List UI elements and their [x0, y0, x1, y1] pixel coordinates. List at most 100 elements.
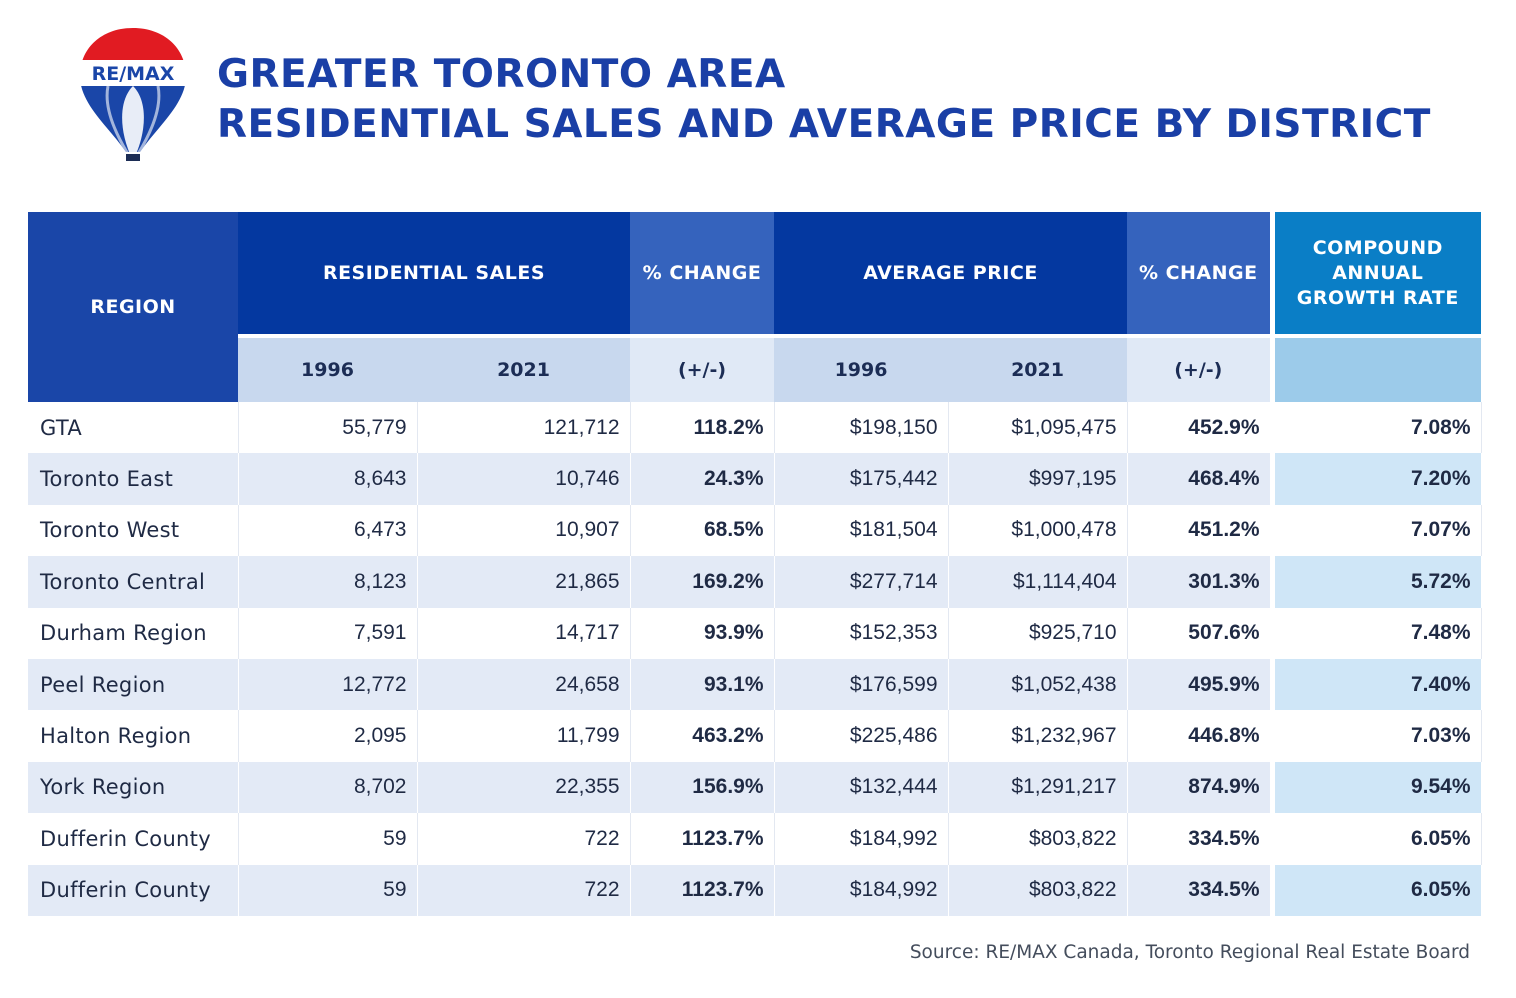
page-title: GREATER TORONTO AREA RESIDENTIAL SALES A… — [217, 50, 1431, 150]
source-note: Source: RE/MAX Canada, Toronto Regional … — [909, 942, 1470, 963]
cell-cagr: 9.54% — [1269, 761, 1482, 814]
cell-sales-2021: 14,717 — [417, 607, 631, 659]
cell-price-change: 874.9% — [1127, 761, 1273, 814]
subheader-price-plus-minus: (+/-) — [1127, 334, 1273, 402]
cell-sales-2021: 10,907 — [417, 504, 631, 557]
cell-region: Toronto West — [28, 504, 239, 557]
cell-sales-1996: 8,643 — [238, 453, 418, 505]
cell-cagr: 7.48% — [1269, 607, 1482, 659]
cell-price-2021: $1,232,967 — [948, 710, 1128, 762]
cell-sales-2021: 22,355 — [417, 761, 631, 814]
cell-price-change: 334.5% — [1127, 864, 1273, 916]
cell-price-change: 452.9% — [1127, 402, 1273, 454]
table-row: Durham Region 7,591 14,717 93.9% $152,35… — [28, 607, 1482, 659]
cell-sales-1996: 59 — [238, 813, 418, 865]
subheader-price-2021: 2021 — [948, 334, 1128, 402]
cell-region: York Region — [28, 761, 239, 814]
cell-sales-change: 24.3% — [630, 453, 775, 505]
cell-region: GTA — [28, 402, 239, 454]
table-row: Dufferin County 59 722 1123.7% $184,992 … — [28, 864, 1482, 916]
cell-sales-change: 1123.7% — [630, 813, 775, 865]
cell-price-1996: $198,150 — [774, 402, 949, 454]
cell-sales-1996: 55,779 — [238, 402, 418, 454]
cell-sales-change: 68.5% — [630, 504, 775, 557]
cell-price-change: 468.4% — [1127, 453, 1273, 505]
cell-price-change: 301.3% — [1127, 556, 1273, 608]
table-row: GTA 55,779 121,712 118.2% $198,150 $1,09… — [28, 402, 1482, 454]
subheader-sales-2021: 2021 — [417, 334, 631, 402]
cell-cagr: 7.08% — [1269, 402, 1482, 454]
cell-price-1996: $132,444 — [774, 761, 949, 814]
cell-price-2021: $925,710 — [948, 607, 1128, 659]
cell-price-2021: $803,822 — [948, 864, 1128, 916]
cell-region: Toronto Central — [28, 556, 239, 608]
subheader-cagr-blank — [1269, 334, 1482, 402]
cell-cagr: 6.05% — [1269, 864, 1482, 916]
cell-price-1996: $184,992 — [774, 864, 949, 916]
cell-sales-2021: 24,658 — [417, 658, 631, 711]
table-row: Toronto Central 8,123 21,865 169.2% $277… — [28, 556, 1482, 608]
cell-sales-2021: 121,712 — [417, 402, 631, 454]
cell-price-change: 495.9% — [1127, 658, 1273, 711]
cell-price-2021: $803,822 — [948, 813, 1128, 865]
subheader-sales-1996: 1996 — [238, 334, 417, 402]
cell-price-1996: $152,353 — [774, 607, 949, 659]
table-row: Halton Region 2,095 11,799 463.2% $225,4… — [28, 710, 1482, 762]
cell-price-2021: $997,195 — [948, 453, 1128, 505]
cell-sales-change: 93.1% — [630, 658, 775, 711]
cell-price-2021: $1,095,475 — [948, 402, 1128, 454]
cell-region: Dufferin County — [28, 813, 239, 865]
header-residential-sales: RESIDENTIAL SALES — [238, 212, 631, 336]
cell-sales-1996: 2,095 — [238, 710, 418, 762]
cell-price-2021: $1,114,404 — [948, 556, 1128, 608]
cell-sales-change: 1123.7% — [630, 864, 775, 916]
cell-price-change: 446.8% — [1127, 710, 1273, 762]
cell-price-1996: $181,504 — [774, 504, 949, 557]
header-price-change: % CHANGE — [1127, 212, 1273, 336]
cell-sales-change: 169.2% — [630, 556, 775, 608]
cell-sales-2021: 722 — [417, 864, 631, 916]
header-cagr: COMPOUND ANNUAL GROWTH RATE — [1269, 212, 1482, 336]
cell-sales-change: 93.9% — [630, 607, 775, 659]
cell-sales-change: 118.2% — [630, 402, 775, 454]
title-line-2: RESIDENTIAL SALES AND AVERAGE PRICE BY D… — [217, 102, 1431, 147]
cell-sales-1996: 12,772 — [238, 658, 418, 711]
table-row: Peel Region 12,772 24,658 93.1% $176,599… — [28, 658, 1482, 711]
cell-cagr: 7.40% — [1269, 658, 1482, 711]
cell-sales-1996: 7,591 — [238, 607, 418, 659]
cell-price-1996: $175,442 — [774, 453, 949, 505]
cell-cagr: 5.72% — [1269, 556, 1482, 608]
cell-price-2021: $1,052,438 — [948, 658, 1128, 711]
subheader-sales-plus-minus: (+/-) — [630, 334, 775, 402]
cell-sales-1996: 8,123 — [238, 556, 418, 608]
cell-cagr: 6.05% — [1269, 813, 1482, 865]
cell-price-2021: $1,000,478 — [948, 504, 1128, 557]
cell-cagr: 7.20% — [1269, 453, 1482, 505]
cell-region: Toronto East — [28, 453, 239, 505]
table-row: Toronto West 6,473 10,907 68.5% $181,504… — [28, 504, 1482, 557]
cell-price-2021: $1,291,217 — [948, 761, 1128, 814]
table-row: Dufferin County 59 722 1123.7% $184,992 … — [28, 813, 1482, 865]
cell-price-change: 451.2% — [1127, 504, 1273, 557]
cell-sales-1996: 8,702 — [238, 761, 418, 814]
cell-price-change: 334.5% — [1127, 813, 1273, 865]
cell-region: Dufferin County — [28, 864, 239, 916]
logo-wordmark: RE/MAX — [92, 63, 175, 85]
subheader-price-1996: 1996 — [774, 334, 949, 402]
sales-price-table: REGION RESIDENTIAL SALES % CHANGE AVERAG… — [28, 212, 1482, 916]
cell-sales-change: 156.9% — [630, 761, 775, 814]
cell-region: Peel Region — [28, 658, 239, 711]
cell-cagr: 7.03% — [1269, 710, 1482, 762]
cell-cagr: 7.07% — [1269, 504, 1482, 557]
header-average-price: AVERAGE PRICE — [774, 212, 1128, 336]
cell-price-1996: $184,992 — [774, 813, 949, 865]
header-sales-change: % CHANGE — [630, 212, 775, 336]
header-region: REGION — [28, 212, 238, 402]
cell-price-1996: $176,599 — [774, 658, 949, 711]
cell-sales-2021: 722 — [417, 813, 631, 865]
table-row: Toronto East 8,643 10,746 24.3% $175,442… — [28, 453, 1482, 505]
cell-sales-2021: 11,799 — [417, 710, 631, 762]
cell-region: Halton Region — [28, 710, 239, 762]
cell-region: Durham Region — [28, 607, 239, 659]
cell-price-change: 507.6% — [1127, 607, 1273, 659]
